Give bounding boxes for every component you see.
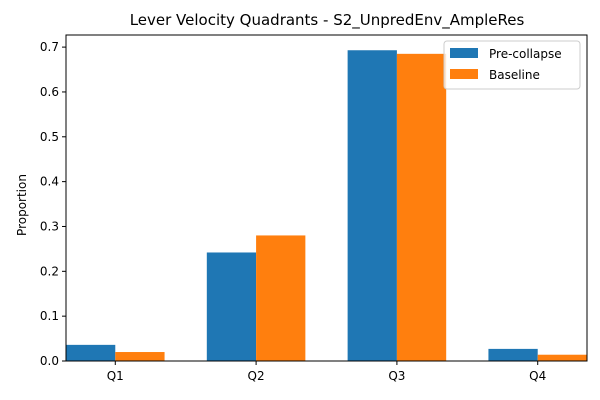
chart-title: Lever Velocity Quadrants - S2_UnpredEnv_… <box>130 11 525 30</box>
bar-pre-collapse-q1 <box>66 344 116 361</box>
bar-pre-collapse-q3 <box>347 50 397 361</box>
legend-swatch <box>450 48 478 58</box>
y-tick-label: 0.7 <box>40 40 59 54</box>
bar-baseline-q1 <box>115 352 165 361</box>
legend-swatch <box>450 69 478 79</box>
y-tick-label: 0.5 <box>40 130 59 144</box>
plot-area <box>65 34 588 362</box>
bar-baseline-q3 <box>396 53 447 361</box>
legend: Pre-collapse Baseline <box>443 40 581 90</box>
y-tick-label: 0.3 <box>40 219 59 233</box>
y-tick-label: 0.1 <box>40 309 59 323</box>
plot-frame <box>65 34 588 362</box>
y-tick-label: 0.4 <box>40 175 59 189</box>
bar-baseline-q2 <box>256 235 306 361</box>
x-tick-label: Q2 <box>248 369 265 383</box>
x-tick-label: Q4 <box>529 369 546 383</box>
bar-pre-collapse-q4 <box>488 348 538 361</box>
x-axis: Q1 Q2 Q3 Q4 <box>107 361 546 383</box>
y-tick-label: 0.2 <box>40 264 59 278</box>
bar-pre-collapse-q2 <box>206 252 257 361</box>
bar-baseline-q4 <box>537 354 587 361</box>
y-tick-label: 0.0 <box>40 354 59 368</box>
legend-label: Baseline <box>489 68 540 82</box>
y-axis: 0.0 0.1 0.2 0.3 0.4 0.5 0.6 0.7 <box>40 40 66 368</box>
y-axis-label: Proportion <box>15 174 29 236</box>
legend-label: Pre-collapse <box>489 47 562 61</box>
x-tick-label: Q3 <box>388 369 405 383</box>
y-tick-label: 0.6 <box>40 85 59 99</box>
x-tick-label: Q1 <box>107 369 124 383</box>
